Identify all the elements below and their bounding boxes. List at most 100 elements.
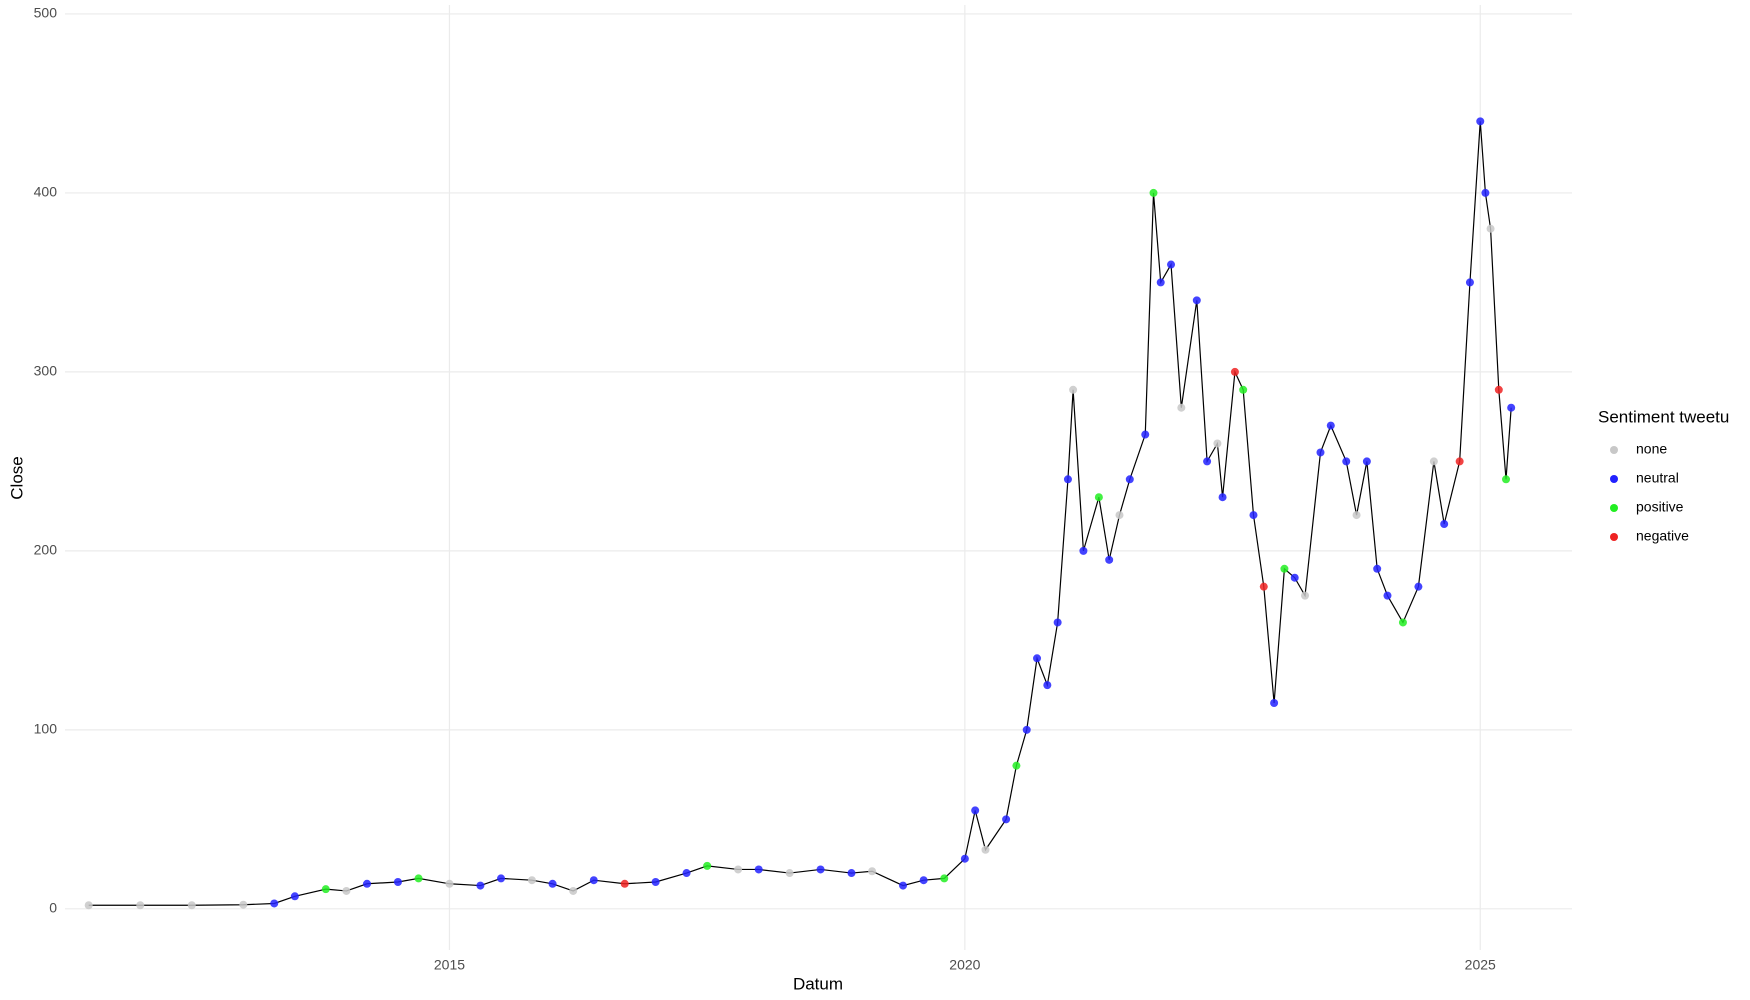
data-point: [1476, 117, 1485, 126]
data-point: [816, 865, 825, 874]
data-point: [1069, 385, 1078, 394]
data-point: [785, 869, 794, 878]
data-point: [1290, 573, 1299, 582]
legend-key: [1610, 446, 1618, 454]
y-tick-label: 500: [34, 5, 58, 21]
data-point: [84, 901, 93, 910]
data-point: [1502, 475, 1511, 484]
data-point: [1230, 367, 1239, 376]
data-point: [393, 877, 402, 886]
data-point: [1156, 278, 1165, 287]
data-point: [1063, 475, 1072, 484]
data-point: [270, 899, 279, 908]
data-point: [321, 885, 330, 894]
data-point: [1352, 511, 1361, 520]
y-tick-label: 100: [34, 721, 58, 737]
y-tick-label: 200: [34, 542, 58, 558]
legend-key: [1610, 533, 1618, 541]
data-point: [527, 876, 536, 885]
legend-label: positive: [1636, 499, 1684, 515]
data-point: [847, 869, 856, 878]
data-point: [1270, 699, 1279, 708]
data-point: [1259, 582, 1268, 591]
data-point: [703, 861, 712, 870]
data-point: [1249, 511, 1258, 520]
legend-key: [1610, 504, 1618, 512]
data-point: [1218, 493, 1227, 502]
data-point: [1429, 457, 1438, 466]
data-point: [1440, 520, 1449, 529]
data-point: [1465, 278, 1474, 287]
data-point: [342, 886, 351, 895]
data-point: [1213, 439, 1222, 448]
data-point: [620, 879, 629, 888]
data-point: [589, 876, 598, 885]
legend-label: negative: [1636, 528, 1689, 544]
data-point: [1481, 188, 1490, 197]
data-point: [1455, 457, 1464, 466]
data-point: [1342, 457, 1351, 466]
data-point: [734, 865, 743, 874]
data-point: [497, 874, 506, 883]
data-point: [1022, 725, 1031, 734]
data-point: [1414, 582, 1423, 591]
data-point: [1033, 654, 1042, 663]
data-point: [1239, 385, 1248, 394]
data-point: [1280, 564, 1289, 573]
data-point: [1053, 618, 1062, 627]
data-point: [1301, 591, 1310, 600]
legend-label: none: [1636, 441, 1667, 457]
y-tick-label: 400: [34, 184, 58, 200]
data-point: [1105, 555, 1114, 564]
point-layer: [84, 117, 1516, 910]
data-point: [290, 892, 299, 901]
legend-key: [1610, 475, 1618, 483]
data-point: [569, 886, 578, 895]
data-point: [1079, 546, 1088, 555]
data-point: [363, 879, 372, 888]
y-tick-label: 0: [49, 900, 57, 916]
x-tick-label: 2015: [434, 957, 465, 973]
x-axis-title: Datum: [793, 974, 843, 993]
data-point: [1507, 403, 1516, 412]
data-point: [1177, 403, 1186, 412]
data-point: [1398, 618, 1407, 627]
data-point: [960, 854, 969, 863]
data-point: [919, 876, 928, 885]
data-point: [239, 900, 248, 909]
data-point: [1203, 457, 1212, 466]
data-point: [1115, 511, 1124, 520]
x-tick-label: 2025: [1465, 957, 1496, 973]
data-point: [1094, 493, 1103, 502]
grid-layer: [65, 5, 1572, 950]
data-point: [476, 881, 485, 890]
price-line: [88, 121, 1512, 906]
legend-title: Sentiment tweetu: [1598, 407, 1729, 426]
data-point: [940, 874, 949, 883]
data-point: [187, 901, 196, 910]
data-point: [971, 806, 980, 815]
data-point: [1167, 260, 1176, 269]
data-point: [136, 901, 145, 910]
data-point: [1326, 421, 1335, 430]
data-point: [754, 865, 763, 874]
data-point: [682, 869, 691, 878]
data-point: [651, 877, 660, 886]
data-point: [1125, 475, 1134, 484]
data-point: [1486, 224, 1495, 233]
data-point: [1362, 457, 1371, 466]
data-point: [1373, 564, 1382, 573]
data-point: [1012, 761, 1021, 770]
data-point: [414, 874, 423, 883]
data-point: [445, 879, 454, 888]
legend-label: neutral: [1636, 470, 1679, 486]
line-layer: [88, 121, 1512, 906]
data-point: [899, 881, 908, 890]
data-point: [868, 867, 877, 876]
data-point: [1141, 430, 1150, 439]
data-point: [1149, 188, 1158, 197]
data-point: [1316, 448, 1325, 457]
y-tick-label: 300: [34, 363, 58, 379]
